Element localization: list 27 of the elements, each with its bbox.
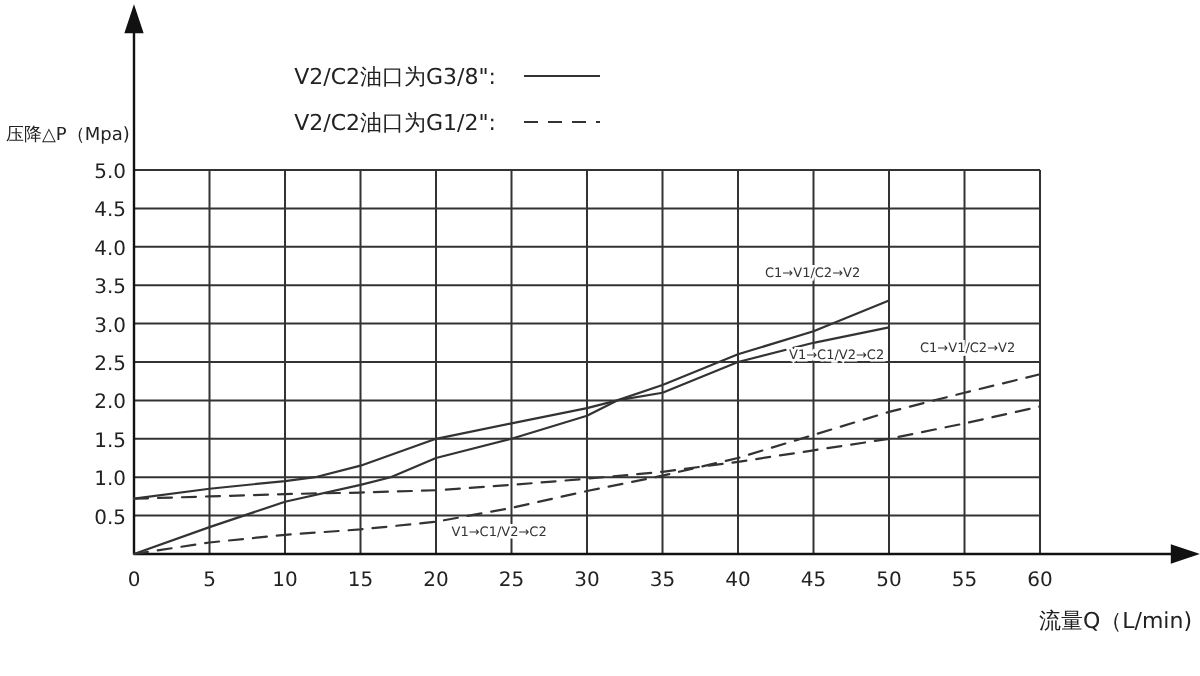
x-tick-label: 50 (876, 570, 902, 592)
y-axis-title: 压降△P（Mpa) (6, 124, 130, 146)
x-tick-label: 15 (347, 570, 374, 592)
y-tick-label: 5.0 (94, 162, 126, 184)
y-tick-label: 2.5 (94, 354, 126, 376)
y-tick-label: 0.5 (94, 507, 126, 530)
y-tick-label: 3.0 (94, 315, 126, 338)
x-tick-label: 55 (951, 570, 978, 592)
y-tick-label: 3.5 (94, 277, 126, 300)
x-tick-label: 0 (127, 570, 141, 592)
x-tick-label: 35 (649, 570, 676, 592)
x-tick-label: 10 (272, 570, 298, 592)
x-tick-label: 20 (423, 570, 449, 592)
legend-label: V2/C2油口为G1/2": (294, 110, 496, 136)
x-tick-label: 40 (725, 570, 751, 592)
legend-label: V2/C2油口为G3/8": (294, 64, 496, 90)
y-tick-label: 4.0 (94, 238, 126, 261)
x-axis-title: 流量Q（L/min) (1038, 608, 1192, 634)
x-tick-label: 30 (574, 570, 600, 592)
y-tick-label: 1.5 (94, 430, 126, 453)
y-tick-label: 4.5 (94, 200, 126, 223)
x-tick-label: 5 (203, 570, 216, 592)
x-tick-label: 25 (498, 570, 525, 592)
y-tick-label: 2.0 (94, 392, 126, 415)
x-tick-label: 45 (800, 570, 827, 592)
y-tick-label: 1.0 (94, 469, 126, 492)
x-tick-label: 60 (1027, 570, 1053, 592)
